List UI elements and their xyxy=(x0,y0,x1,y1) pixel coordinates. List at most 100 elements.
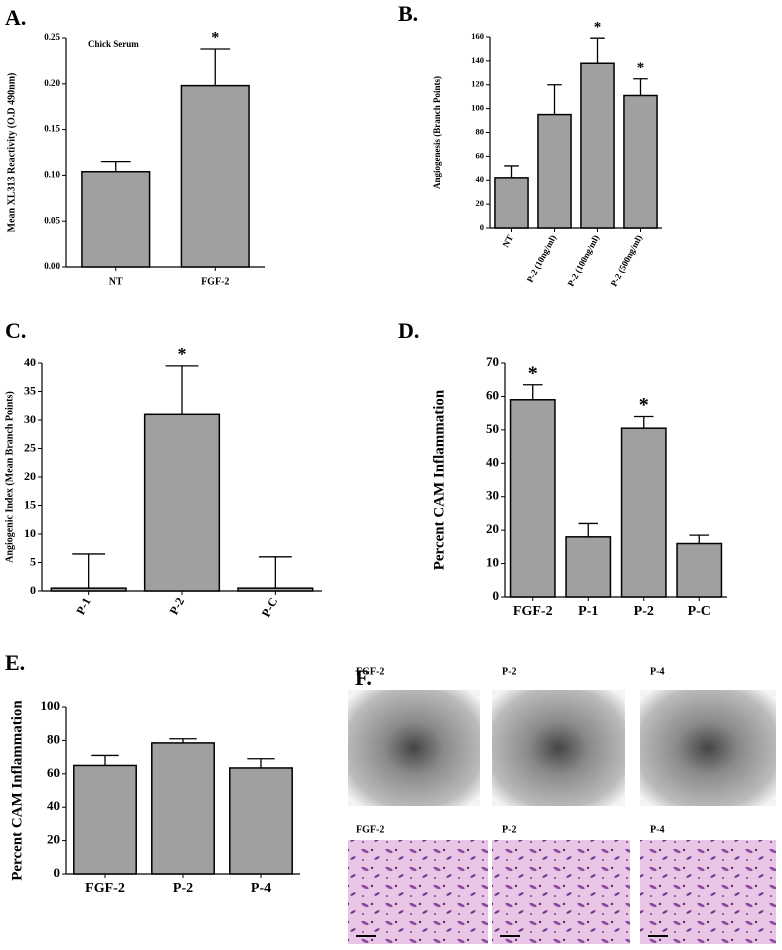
y-tick-label: 60 xyxy=(486,387,499,402)
x-tick-label: P-2 xyxy=(173,881,193,896)
error-bar xyxy=(504,165,519,178)
bar xyxy=(237,587,314,592)
y-tick-label: 30 xyxy=(486,488,499,503)
bar xyxy=(580,62,615,229)
panel-label: D. xyxy=(398,318,419,343)
bar xyxy=(180,84,250,268)
histology xyxy=(492,840,630,944)
bar xyxy=(229,767,293,875)
y-axis-label: Percent CAM Inflammation xyxy=(9,700,25,881)
y-tick-label: 60 xyxy=(47,765,60,780)
bar xyxy=(73,764,137,875)
y-tick-label: 0.00 xyxy=(44,261,60,271)
error-bar xyxy=(91,754,119,766)
significance-mark: * xyxy=(528,362,538,384)
y-tick-label: 100 xyxy=(41,698,61,713)
panel-label: A. xyxy=(5,5,26,30)
y-tick-label: 0.05 xyxy=(44,215,60,225)
y-tick-label: 0 xyxy=(493,588,500,603)
y-tick-label: 0 xyxy=(54,865,61,880)
y-tick-label: 140 xyxy=(471,55,484,65)
significance-mark: * xyxy=(639,394,649,416)
y-tick-label: 80 xyxy=(47,731,60,746)
y-tick-label: 15 xyxy=(24,497,36,511)
error-bar xyxy=(165,365,199,415)
x-tick-label: NT xyxy=(500,233,515,249)
photo-label: P-4 xyxy=(650,666,664,677)
x-tick-label: P-C xyxy=(259,595,281,619)
bar xyxy=(143,413,221,592)
y-axis-label: Percent CAM Inflammation xyxy=(431,389,447,570)
photo-label: P-4 xyxy=(650,824,664,835)
y-tick-label: 20 xyxy=(47,832,60,847)
y-tick-label: 20 xyxy=(24,469,36,483)
x-tick-label: FGF-2 xyxy=(85,881,125,896)
y-tick-label: 40 xyxy=(476,174,485,184)
y-tick-label: 70 xyxy=(486,354,499,369)
y-tick-label: 5 xyxy=(30,554,36,568)
histology xyxy=(640,840,776,944)
y-tick-label: 10 xyxy=(24,526,36,540)
y-tick-label: 0.25 xyxy=(44,32,60,42)
y-axis-label: Angiogenesis (Branch Points) xyxy=(432,76,442,189)
bar xyxy=(537,113,572,229)
x-tick-label: FGF-2 xyxy=(201,276,229,287)
y-tick-label: 50 xyxy=(486,421,499,436)
bar xyxy=(50,587,127,592)
bar xyxy=(81,170,151,268)
significance-mark: * xyxy=(637,60,645,76)
bar xyxy=(676,542,723,598)
y-tick-label: 0.15 xyxy=(44,124,60,134)
error-bar xyxy=(200,48,231,86)
y-tick-label: 0.10 xyxy=(44,169,60,179)
y-tick-label: 10 xyxy=(486,555,499,570)
y-tick-label: 35 xyxy=(24,383,36,397)
significance-mark: * xyxy=(178,344,187,364)
x-tick-label: P-1 xyxy=(578,604,598,619)
y-tick-label: 25 xyxy=(24,440,36,454)
photo-label: FGF-2 xyxy=(356,824,384,835)
bar xyxy=(494,177,529,229)
significance-mark: * xyxy=(594,20,602,36)
x-tick-label: FGF-2 xyxy=(513,604,553,619)
bar xyxy=(565,536,612,598)
y-axis-label: Mean XL313 Reactivity (O.D 490nm) xyxy=(6,73,17,233)
x-tick-label: P-2 xyxy=(167,595,187,617)
error-bar xyxy=(100,161,131,172)
y-axis-label: Angiogenic Index (Mean Branch Points) xyxy=(4,391,15,563)
y-tick-label: 80 xyxy=(476,126,485,136)
y-tick-label: 30 xyxy=(24,412,36,426)
x-tick-label: P-2 xyxy=(634,604,654,619)
error-bar xyxy=(258,556,292,589)
x-tick-label: P-2 (500ng/ml) xyxy=(609,233,644,288)
error-bar xyxy=(633,415,654,429)
y-tick-label: 40 xyxy=(486,454,499,469)
x-tick-label: P-C xyxy=(688,604,711,619)
bar xyxy=(509,399,556,598)
y-tick-label: 20 xyxy=(476,198,485,208)
y-tick-label: 40 xyxy=(47,798,60,813)
error-bar xyxy=(247,758,275,768)
y-tick-label: 100 xyxy=(471,103,484,113)
error-bar xyxy=(689,534,710,544)
annotation: Chick Serum xyxy=(88,39,139,49)
panel-label: F. xyxy=(355,665,372,690)
y-tick-label: 0 xyxy=(30,583,36,597)
photo xyxy=(640,690,776,806)
panel-label: E. xyxy=(5,650,25,675)
photo xyxy=(348,690,480,806)
bar xyxy=(620,427,667,598)
significance-mark: * xyxy=(211,30,219,47)
error-bar xyxy=(578,522,599,537)
bar xyxy=(151,742,215,875)
error-bar xyxy=(72,553,106,589)
photo-label: P-2 xyxy=(502,666,516,677)
x-tick-label: P-4 xyxy=(251,881,271,896)
y-tick-label: 0 xyxy=(480,222,484,232)
error-bar xyxy=(590,37,605,64)
photo-label: FGF-2 xyxy=(356,666,384,677)
photo-row xyxy=(348,690,776,944)
photo xyxy=(492,690,625,806)
bar xyxy=(623,94,658,229)
